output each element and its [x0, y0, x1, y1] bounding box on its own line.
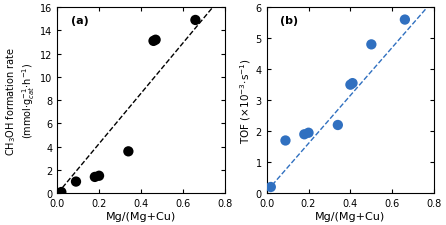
- Text: (a): (a): [70, 16, 88, 25]
- Point: [349, 82, 356, 86]
- Point: [72, 180, 79, 184]
- X-axis label: Mg/(Mg+Cu): Mg/(Mg+Cu): [106, 211, 176, 221]
- Point: [282, 139, 289, 143]
- Point: [152, 39, 159, 42]
- Point: [125, 150, 132, 153]
- Point: [301, 133, 308, 137]
- Point: [91, 175, 99, 179]
- Point: [368, 43, 375, 47]
- Text: (b): (b): [280, 16, 298, 25]
- Point: [58, 190, 65, 194]
- Point: [267, 185, 274, 189]
- Y-axis label: TOF ($\times$10$^{-3}$$\cdot$s$^{-1}$): TOF ($\times$10$^{-3}$$\cdot$s$^{-1}$): [238, 58, 253, 144]
- X-axis label: Mg/(Mg+Cu): Mg/(Mg+Cu): [315, 211, 385, 221]
- Point: [347, 83, 354, 87]
- Point: [401, 19, 409, 22]
- Point: [334, 124, 341, 127]
- Y-axis label: CH$_3$OH formation rate
(mmol$\cdot$g$_{cat}^{-1}$$\cdot$h$^{-1}$): CH$_3$OH formation rate (mmol$\cdot$g$_{…: [4, 47, 37, 155]
- Point: [95, 174, 103, 178]
- Point: [150, 40, 157, 43]
- Point: [305, 131, 312, 135]
- Point: [192, 19, 199, 23]
